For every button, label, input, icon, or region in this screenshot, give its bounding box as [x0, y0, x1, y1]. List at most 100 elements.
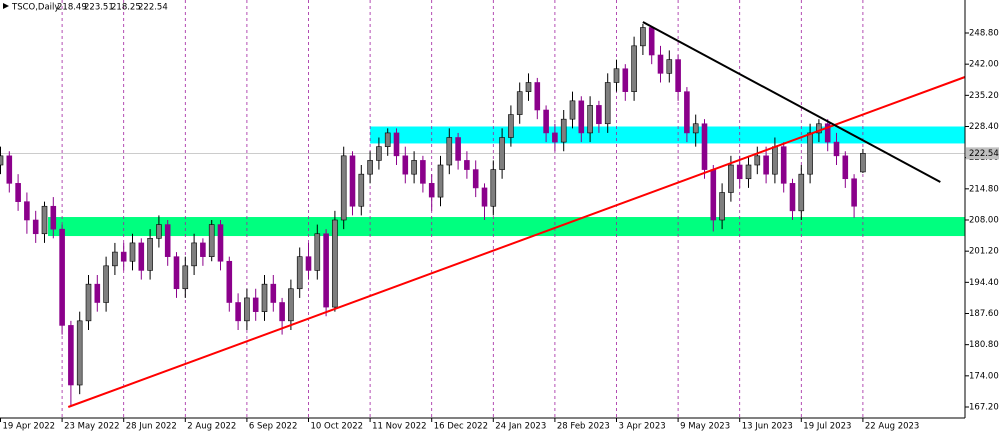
- candle-body: [833, 141, 840, 157]
- x-tick-label: 16 Dec 2022: [434, 422, 488, 432]
- candle-body: [745, 164, 752, 180]
- candle-body: [780, 146, 787, 184]
- candle-body: [279, 302, 285, 322]
- candle-body: [657, 54, 664, 74]
- x-tick-label: 13 Jun 2023: [742, 422, 793, 432]
- header-icon: [3, 3, 9, 9]
- y-tick-label: 167.20: [969, 403, 999, 413]
- header-open: 218.49: [57, 3, 87, 13]
- candle-body: [763, 155, 769, 175]
- candle-body: [411, 160, 417, 175]
- candle-body: [288, 288, 294, 322]
- candle-body: [24, 201, 30, 221]
- candle-body: [622, 68, 629, 92]
- y-tick-label: 174.00: [969, 371, 999, 381]
- y-tick-label: 248.80: [969, 29, 999, 39]
- candle-body: [587, 105, 593, 134]
- candle-body: [569, 100, 576, 120]
- y-tick-label: 228.40: [969, 122, 999, 132]
- candle-body: [525, 82, 532, 92]
- candle-body: [842, 155, 849, 180]
- candle-body: [270, 283, 277, 303]
- x-tick-label: 11 Nov 2022: [372, 422, 426, 432]
- y-tick-label: 194.40: [969, 278, 999, 288]
- candle-body: [244, 297, 250, 322]
- candle-body: [208, 224, 215, 257]
- candle-body: [296, 256, 303, 290]
- candle-body: [235, 302, 241, 322]
- x-tick-label: 23 May 2022: [64, 422, 119, 432]
- candle-body: [15, 183, 21, 202]
- candle-body: [200, 242, 206, 257]
- x-tick-label: 22 Aug 2023: [865, 422, 919, 432]
- x-tick-label: 28 Jun 2022: [126, 422, 177, 432]
- candle-body: [50, 205, 57, 230]
- candle-body: [860, 153, 866, 173]
- candle-body: [552, 132, 558, 143]
- candle-body: [675, 59, 681, 92]
- candle-body: [455, 137, 461, 161]
- candle-body: [156, 224, 162, 239]
- price-tag: [966, 147, 999, 160]
- candle-body: [543, 109, 549, 134]
- candle-body: [393, 132, 400, 157]
- zone: [48, 217, 965, 237]
- trendline: [67, 76, 966, 408]
- candle-body: [340, 155, 347, 221]
- header-high: 223.51: [84, 3, 114, 13]
- candle-body: [684, 91, 690, 134]
- candle-body: [261, 283, 268, 312]
- candle-body: [182, 265, 189, 290]
- candle-body: [464, 160, 470, 170]
- candle-body: [631, 45, 637, 92]
- candle-body: [217, 224, 224, 262]
- candle-body: [358, 173, 365, 207]
- candle-body: [420, 160, 426, 184]
- candle-body: [129, 242, 136, 262]
- candle-body: [772, 146, 778, 175]
- candle-body: [376, 146, 382, 161]
- candle-body: [481, 187, 488, 207]
- candle-body: [437, 164, 444, 198]
- candle-body: [76, 320, 83, 386]
- candle-body: [6, 155, 13, 184]
- candle-body: [32, 219, 39, 235]
- candle-body: [367, 160, 373, 175]
- candle-body: [314, 233, 321, 271]
- candle-body: [164, 224, 171, 257]
- candle-body: [807, 132, 813, 175]
- x-tick-label: 10 Oct 2022: [311, 422, 364, 432]
- header: TSCO,Daily 218.49 223.51 218.25 222.54: [3, 3, 168, 13]
- candle-body: [534, 82, 541, 111]
- x-tick-label: 19 Jul 2023: [803, 422, 851, 432]
- candle-body: [490, 169, 497, 207]
- candle-body: [138, 242, 145, 271]
- candle-body: [428, 183, 435, 198]
- header-low: 218.25: [111, 3, 141, 13]
- candle-body: [499, 137, 505, 170]
- x-tick-label: 3 Apr 2023: [619, 422, 666, 432]
- x-tick-label: 24 Jan 2023: [495, 422, 546, 432]
- candle-body: [728, 164, 734, 193]
- candle-body: [94, 283, 101, 303]
- candle-body: [666, 59, 673, 74]
- candle-body: [59, 228, 65, 326]
- candle-body: [701, 123, 708, 170]
- candle-body: [323, 233, 329, 308]
- candle-body: [332, 219, 338, 308]
- x-tick-label: 9 May 2023: [680, 422, 730, 432]
- candle-body: [120, 251, 127, 262]
- y-tick-label: 235.20: [969, 91, 999, 101]
- candle-body: [85, 283, 92, 322]
- candle-body: [446, 137, 453, 166]
- x-tick-label: 19 Apr 2022: [3, 422, 56, 432]
- candle-body: [472, 169, 479, 189]
- y-tick-label: 180.80: [969, 340, 999, 350]
- candle-body: [349, 155, 356, 207]
- y-tick-label: 208.00: [969, 216, 999, 226]
- x-tick-label: 28 Feb 2023: [557, 422, 610, 432]
- header-close: 222.54: [138, 3, 168, 13]
- y-tick-label: 242.00: [969, 60, 999, 70]
